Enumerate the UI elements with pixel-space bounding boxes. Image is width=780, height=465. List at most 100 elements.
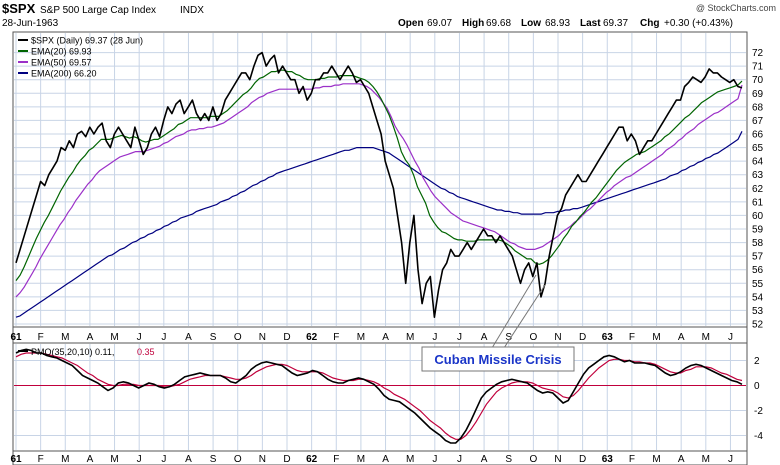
date-tick-label: M — [652, 332, 660, 343]
annotation-pointer-lower — [503, 284, 546, 349]
date-tick-label: J — [161, 332, 166, 343]
date-tick-label-bottom: A — [185, 454, 192, 465]
quote-open-label: Open — [398, 18, 424, 29]
date-tick-label-bottom: M — [652, 454, 660, 465]
date-tick-label: J — [728, 332, 733, 343]
price-tick-label: 63 — [752, 170, 764, 181]
legend-label: EMA(200) 66.20 — [31, 69, 97, 79]
date-tick-label-bottom: O — [234, 454, 242, 465]
ema200-line — [15, 131, 743, 318]
price-tick-label: 72 — [752, 48, 764, 59]
quote-high-value: 69.68 — [486, 18, 511, 29]
date-tick-label: J — [432, 332, 437, 343]
pmo-tick-label: 2 — [754, 356, 760, 367]
price-tick-label: 56 — [752, 265, 764, 276]
date-tick-label: A — [678, 332, 685, 343]
date-tick-label: A — [382, 332, 389, 343]
chart-title: S&P 500 Large Cap Index — [40, 5, 156, 16]
pmo-series — [15, 348, 743, 444]
date-tick-label: M — [406, 332, 414, 343]
date-tick-label: F — [333, 332, 339, 343]
quote-last-value: 69.37 — [603, 18, 628, 29]
date-tick-label-bottom: N — [259, 454, 266, 465]
date-axis-band — [12, 326, 748, 344]
price-series — [15, 51, 743, 318]
date-tick-label-bottom: D — [579, 454, 586, 465]
date-tick-label-bottom: J — [432, 454, 437, 465]
date-tick-label-bottom: D — [283, 454, 290, 465]
date-tick-label-bottom: M — [357, 454, 365, 465]
date-tick-label: A — [87, 332, 94, 343]
price-tick-label: 62 — [752, 184, 764, 195]
date-tick-label-bottom: A — [678, 454, 685, 465]
price-tick-label: 52 — [752, 320, 764, 331]
price-legend: $SPX (Daily) 69.37 (28 Jun)EMA(20) 69.93… — [18, 36, 143, 79]
date-tick-label: N — [259, 332, 266, 343]
price-tick-label: 67 — [752, 116, 764, 127]
date-tick-label-bottom: J — [161, 454, 166, 465]
annotation-pointer-upper — [491, 274, 537, 349]
price-tick-label: 64 — [752, 157, 764, 168]
date-tick-label: S — [210, 332, 217, 343]
ema50-line — [15, 83, 743, 298]
price-tick-label: 70 — [752, 75, 764, 86]
date-tick-label: J — [137, 332, 142, 343]
cuban-missile-crisis-annotation: Cuban Missile Crisis — [421, 274, 575, 372]
pmo-tick-label: -2 — [754, 406, 763, 417]
date-axis: 61 F M A M J J A S O N D 62 F M A M J J A S O N D 63 F M A M J — [10, 332, 733, 343]
watermark: @ StockCharts.com — [696, 3, 776, 13]
date-tick-label-bottom: J — [457, 454, 462, 465]
date-tick-label: M — [61, 332, 69, 343]
price-tick-label: 68 — [752, 102, 764, 113]
pmo-legend: PMO(35,20,10) 0.11, 0.35 — [18, 347, 155, 357]
price-panel — [12, 31, 748, 328]
date-tick-label-bottom: M — [110, 454, 118, 465]
pmo-line — [15, 348, 743, 444]
pmo-tick-label: -4 — [754, 431, 763, 442]
pmo-legend-text: PMO(35,20,10) 0.11, — [31, 347, 114, 357]
spx-price-line — [15, 51, 743, 318]
date-tick-label-bottom: A — [87, 454, 94, 465]
date-tick-label-bottom: A — [481, 454, 488, 465]
date-tick-label: J — [457, 332, 462, 343]
annotation-text: Cuban Missile Crisis — [434, 352, 561, 367]
price-tick-label: 60 — [752, 211, 764, 222]
chart-exchange: INDX — [180, 5, 204, 16]
price-grid — [14, 33, 746, 326]
date-tick-label: D — [283, 332, 290, 343]
price-tick-label: 61 — [752, 197, 764, 208]
date-tick-label-bottom: M — [61, 454, 69, 465]
chart-symbol: $SPX — [2, 1, 36, 16]
price-tick-label: 71 — [752, 62, 764, 73]
date-tick-label-bottom: J — [728, 454, 733, 465]
pmo-tick-label: 0 — [754, 381, 760, 392]
date-tick-label-bottom: 62 — [306, 454, 318, 465]
pmo-y-axis: -4 -2 0 2 — [754, 356, 763, 442]
quote-chg-value: +0.30 (+0.43%) — [664, 18, 733, 29]
date-tick-label-bottom: N — [554, 454, 561, 465]
date-tick-label-bottom: 63 — [602, 454, 614, 465]
date-tick-label-bottom: 61 — [10, 454, 22, 465]
date-tick-label: M — [110, 332, 118, 343]
quote-chg-label: Chg — [640, 18, 659, 29]
date-tick-label-bottom: J — [137, 454, 142, 465]
legend-label: EMA(20) 69.93 — [31, 47, 92, 57]
pmo-panel — [12, 342, 748, 452]
date-tick-label-bottom: F — [333, 454, 339, 465]
price-tick-label: 57 — [752, 252, 764, 263]
date-tick-label: A — [481, 332, 488, 343]
quote-open-value: 69.07 — [427, 18, 452, 29]
chart-date: 28-Jun-1963 — [2, 18, 59, 29]
annotation-box — [421, 346, 575, 372]
price-tick-label: 59 — [752, 225, 764, 236]
date-tick-label-bottom: O — [529, 454, 537, 465]
price-y-axis: 52 53 54 55 56 57 58 59 60 61 62 63 64 65 66 67 68 69 70 71… — [752, 48, 764, 330]
price-tick-label: 69 — [752, 89, 764, 100]
quote-high-label: High — [462, 18, 484, 29]
date-tick-label: F — [629, 332, 635, 343]
date-tick-label-bottom: M — [702, 454, 710, 465]
date-tick-label: 63 — [602, 332, 614, 343]
date-tick-label: M — [702, 332, 710, 343]
pmo-legend-signal: 0.35 — [137, 347, 155, 357]
